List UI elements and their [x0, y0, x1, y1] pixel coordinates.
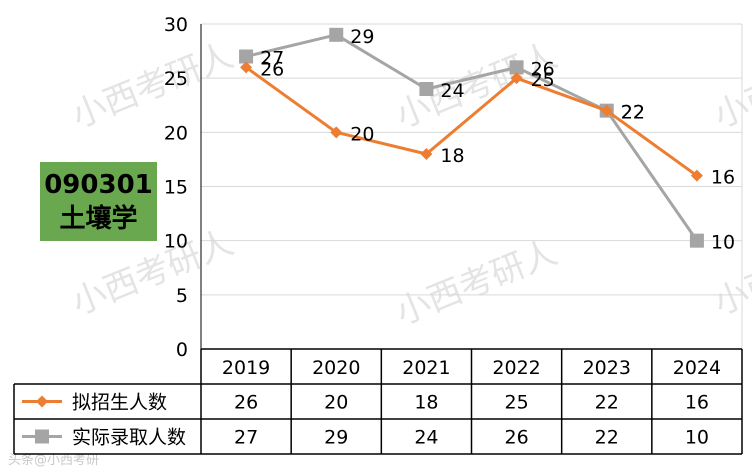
table-cell-value: 26 [234, 392, 258, 414]
data-label: 22 [621, 102, 645, 124]
x-tick-label: 2019 [222, 357, 270, 379]
x-tick-label: 2020 [312, 357, 360, 379]
data-point-diamond [420, 148, 433, 160]
data-point-diamond [240, 61, 253, 74]
watermark-text: 小西考研人 [66, 36, 239, 137]
series-layer [239, 27, 704, 248]
table-cell-value: 10 [685, 427, 709, 449]
data-label: 26 [531, 58, 555, 80]
data-label: 27 [260, 48, 284, 70]
y-tick-label: 0 [176, 339, 188, 361]
data-point-square [329, 27, 344, 42]
data-label: 24 [440, 80, 464, 102]
data-label: 26 [260, 58, 284, 80]
table-cell-value: 22 [595, 427, 619, 449]
table-cell-value: 25 [504, 392, 528, 414]
data-point-diamond [510, 72, 523, 85]
data-point-square [239, 49, 254, 64]
data-label: 16 [711, 167, 735, 189]
legend-marker-square [35, 429, 49, 444]
y-axis: 0 5 10 15 20 25 30 [164, 14, 743, 361]
table-cell-value: 20 [324, 392, 348, 414]
data-point-diamond [330, 126, 343, 139]
watermark-text: 小西考研人 [390, 233, 563, 334]
y-tick-label: 5 [176, 285, 188, 307]
data-point-square [509, 60, 524, 75]
y-tick-label: 20 [164, 122, 188, 144]
y-tick-label: 10 [164, 231, 188, 253]
data-label: 18 [440, 145, 464, 167]
data-label: 25 [531, 69, 555, 91]
subject-badge: 090301 土壤学 [40, 162, 157, 241]
data-label: 20 [350, 123, 374, 145]
y-tick-label: 30 [164, 14, 188, 36]
watermark-footer: 头条@小西考研 [8, 452, 99, 468]
data-point-diamond [690, 169, 703, 182]
series-line [245, 33, 699, 242]
subject-name: 土壤学 [59, 203, 138, 234]
watermark-text: 小西考研人 [708, 36, 752, 137]
data-label: 29 [350, 26, 374, 48]
x-tick-label: 2024 [673, 357, 721, 379]
table-cell-value: 16 [685, 392, 709, 414]
x-tick-label: 2021 [402, 357, 450, 379]
table-cell-value: 22 [595, 392, 619, 414]
series-line [245, 66, 698, 177]
data-point-diamond [600, 104, 613, 117]
table-cell-value: 24 [414, 427, 438, 449]
data-label: 22 [621, 102, 645, 124]
legend-marker-diamond [36, 395, 48, 408]
legend-label: 拟招生人数 [72, 392, 167, 414]
y-tick-label: 25 [164, 68, 188, 90]
data-point-square [419, 82, 434, 96]
table-cell-value: 26 [504, 427, 528, 449]
data-label: 10 [711, 232, 735, 254]
legend-label: 实际录取人数 [72, 427, 186, 449]
x-tick-label: 2023 [583, 357, 631, 379]
table-cell-value: 18 [414, 392, 438, 414]
subject-code: 090301 [44, 169, 153, 200]
data-point-square [689, 233, 704, 248]
data-table: 2019 2020 2021 2022 2023 2024 拟招生人数 26 20 18 25 22 1… [13, 348, 743, 455]
table-cell-value: 27 [234, 427, 258, 449]
x-tick-label: 2022 [492, 357, 540, 379]
y-tick-label: 15 [164, 177, 188, 199]
table-cell-value: 29 [324, 427, 348, 449]
